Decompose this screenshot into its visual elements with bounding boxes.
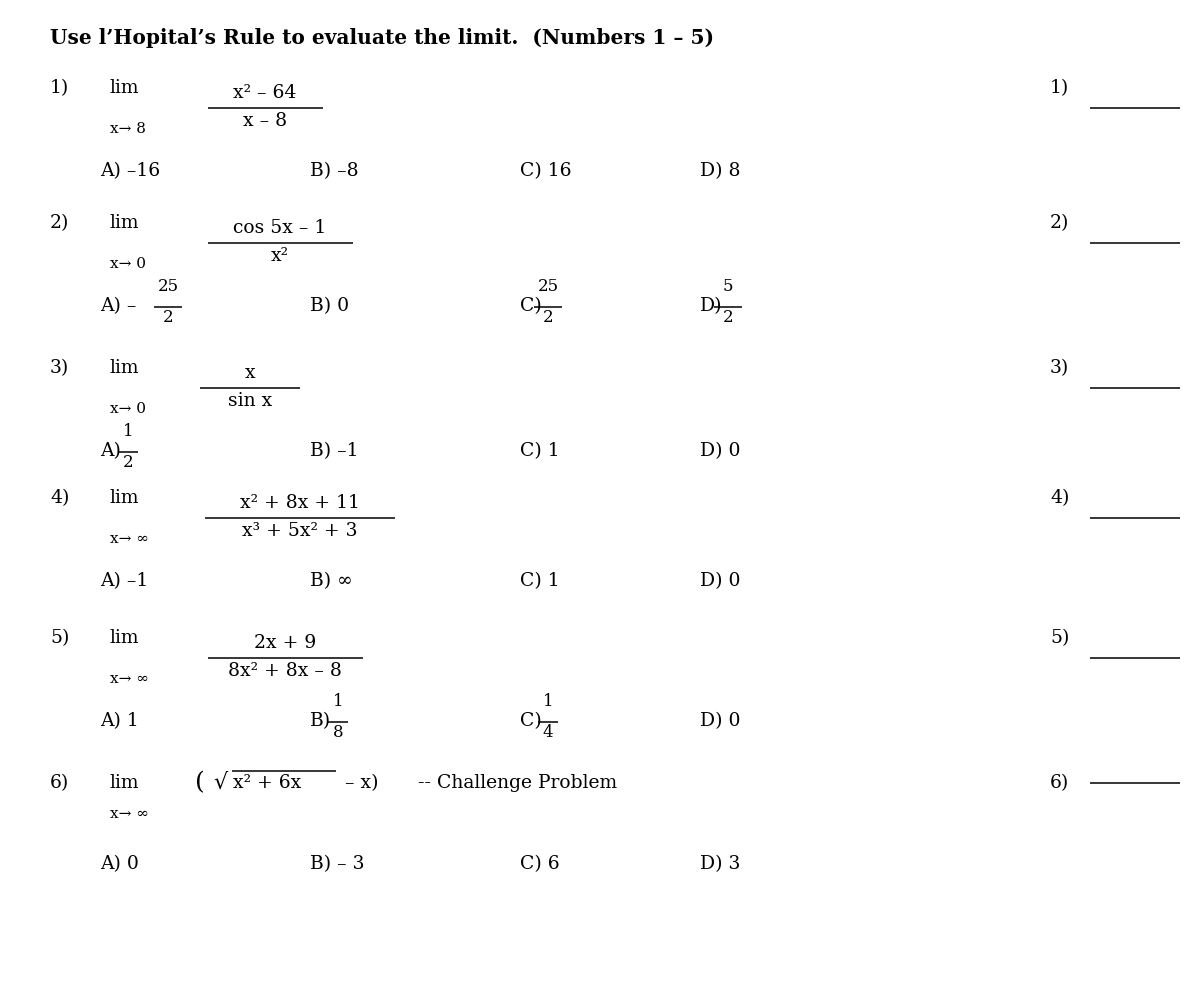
Text: D) 3: D) 3 <box>700 855 740 873</box>
Text: 4): 4) <box>1050 489 1069 507</box>
Text: x→ ∞: x→ ∞ <box>110 532 149 546</box>
Text: A) 0: A) 0 <box>100 855 139 873</box>
Text: A) –16: A) –16 <box>100 162 160 180</box>
Text: x³ + 5x² + 3: x³ + 5x² + 3 <box>242 522 358 540</box>
Text: B) 0: B) 0 <box>310 297 349 315</box>
Text: -- Challenge Problem: -- Challenge Problem <box>418 774 617 792</box>
Text: B) –8: B) –8 <box>310 162 359 180</box>
Text: x² + 8x + 11: x² + 8x + 11 <box>240 494 360 512</box>
Text: x² + 6x: x² + 6x <box>233 774 301 792</box>
Text: x→ 0: x→ 0 <box>110 257 146 271</box>
Text: A) –1: A) –1 <box>100 572 149 590</box>
Text: 1: 1 <box>332 693 343 710</box>
Text: C) 16: C) 16 <box>520 162 571 180</box>
Text: x→ 0: x→ 0 <box>110 402 146 416</box>
Text: x²: x² <box>271 247 289 265</box>
Text: 8: 8 <box>332 724 343 741</box>
Text: √: √ <box>214 772 227 794</box>
Text: D) 0: D) 0 <box>700 442 740 460</box>
Text: x→ ∞: x→ ∞ <box>110 807 149 821</box>
Text: lim: lim <box>110 359 139 377</box>
Text: C): C) <box>520 712 541 730</box>
Text: (: ( <box>194 772 205 795</box>
Text: 1: 1 <box>122 423 133 440</box>
Text: Use l’Hopital’s Rule to evaluate the limit.  (Numbers 1 – 5): Use l’Hopital’s Rule to evaluate the lim… <box>50 28 714 48</box>
Text: C) 1: C) 1 <box>520 442 559 460</box>
Text: 6): 6) <box>1050 774 1069 792</box>
Text: x→ 8: x→ 8 <box>110 122 146 136</box>
Text: 1): 1) <box>1050 79 1069 97</box>
Text: 1: 1 <box>542 693 553 710</box>
Text: 6): 6) <box>50 774 70 792</box>
Text: 4: 4 <box>542 724 553 741</box>
Text: 5: 5 <box>722 278 733 295</box>
Text: C): C) <box>520 297 541 315</box>
Text: 25: 25 <box>157 278 179 295</box>
Text: B) – 3: B) – 3 <box>310 855 365 873</box>
Text: 5): 5) <box>50 629 70 647</box>
Text: 2: 2 <box>722 309 733 326</box>
Text: 2): 2) <box>50 214 70 232</box>
Text: cos 5x – 1: cos 5x – 1 <box>233 219 326 237</box>
Text: lim: lim <box>110 79 139 97</box>
Text: lim: lim <box>110 489 139 507</box>
Text: lim: lim <box>110 214 139 232</box>
Text: 2x + 9: 2x + 9 <box>254 634 316 652</box>
Text: B) –1: B) –1 <box>310 442 359 460</box>
Text: B) ∞: B) ∞ <box>310 572 353 590</box>
Text: – x): – x) <box>340 774 378 792</box>
Text: C) 6: C) 6 <box>520 855 559 873</box>
Text: C) 1: C) 1 <box>520 572 559 590</box>
Text: x: x <box>245 364 256 382</box>
Text: D) 8: D) 8 <box>700 162 740 180</box>
Text: A): A) <box>100 442 121 460</box>
Text: x – 8: x – 8 <box>242 112 287 130</box>
Text: 2): 2) <box>1050 214 1069 232</box>
Text: 25: 25 <box>538 278 558 295</box>
Text: 1): 1) <box>50 79 70 97</box>
Text: lim: lim <box>110 629 139 647</box>
Text: 4): 4) <box>50 489 70 507</box>
Text: lim: lim <box>110 774 139 792</box>
Text: 2: 2 <box>542 309 553 326</box>
Text: 3): 3) <box>50 359 70 377</box>
Text: D) 0: D) 0 <box>700 712 740 730</box>
Text: D) 0: D) 0 <box>700 572 740 590</box>
Text: 3): 3) <box>1050 359 1069 377</box>
Text: 8x² + 8x – 8: 8x² + 8x – 8 <box>228 662 342 680</box>
Text: A) 1: A) 1 <box>100 712 139 730</box>
Text: x² – 64: x² – 64 <box>233 84 296 102</box>
Text: A) –: A) – <box>100 297 137 315</box>
Text: 5): 5) <box>1050 629 1069 647</box>
Text: D): D) <box>700 297 722 315</box>
Text: 2: 2 <box>122 454 133 471</box>
Text: 2: 2 <box>163 309 173 326</box>
Text: x→ ∞: x→ ∞ <box>110 672 149 686</box>
Text: sin x: sin x <box>228 392 272 410</box>
Text: B): B) <box>310 712 331 730</box>
